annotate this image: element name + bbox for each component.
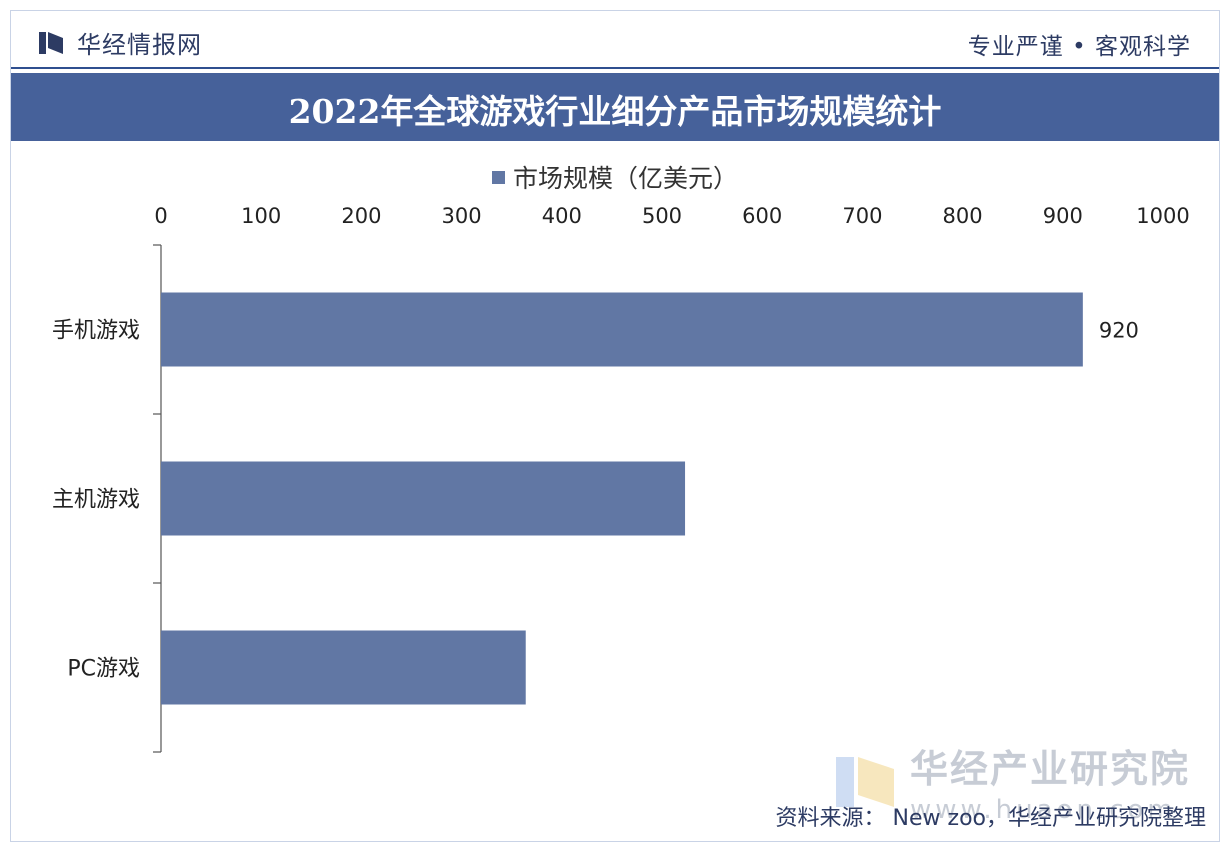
slogan: 专业严谨 • 客观科学 xyxy=(967,34,1191,60)
x-tick-label: 100 xyxy=(241,204,281,228)
bar xyxy=(161,630,526,705)
brand-logo-icon xyxy=(39,31,63,54)
x-tick-label: 900 xyxy=(1043,204,1083,228)
bar xyxy=(161,461,686,536)
brand-name: 华经情报网 xyxy=(77,31,202,59)
category-label: PC游戏 xyxy=(67,657,140,682)
x-tick-label: 500 xyxy=(642,204,682,228)
x-tick-label: 300 xyxy=(442,204,482,228)
x-tick-label: 200 xyxy=(341,204,381,228)
brand: 华经情报网 xyxy=(37,25,202,60)
watermark-name: 华经产业研究院 xyxy=(909,747,1190,791)
legend-swatch xyxy=(491,170,505,184)
x-tick-label: 800 xyxy=(943,204,983,228)
source-note: 资料来源： New zoo，华经产业研究院整理 xyxy=(775,806,1206,831)
legend: 市场规模（亿美元） xyxy=(11,159,1219,195)
data-label: 920 xyxy=(1099,319,1139,343)
category-label: 手机游戏 xyxy=(52,319,140,344)
x-tick-label: 0 xyxy=(154,204,167,228)
watermark-logo-icon xyxy=(835,756,894,807)
x-tick-label: 700 xyxy=(842,204,882,228)
x-tick-label: 600 xyxy=(742,204,782,228)
x-tick-label: 400 xyxy=(542,204,582,228)
watermark-url: www.huaon.com xyxy=(909,795,1177,825)
legend-label: 市场规模（亿美元） xyxy=(512,164,738,193)
title-bar: 2022年全球游戏行业细分产品市场规模统计 xyxy=(11,73,1219,141)
watermark: 华经产业研究院 www.huaon.com xyxy=(834,738,1190,825)
chart-title: 2022年全球游戏行业细分产品市场规模统计 xyxy=(288,92,942,131)
header-rule xyxy=(11,67,1219,69)
x-tick-label: 1000 xyxy=(1136,204,1189,228)
category-label: 主机游戏 xyxy=(52,488,140,513)
header: 华经情报网 专业严谨 • 客观科学 xyxy=(11,11,1219,67)
bar xyxy=(161,292,1083,367)
